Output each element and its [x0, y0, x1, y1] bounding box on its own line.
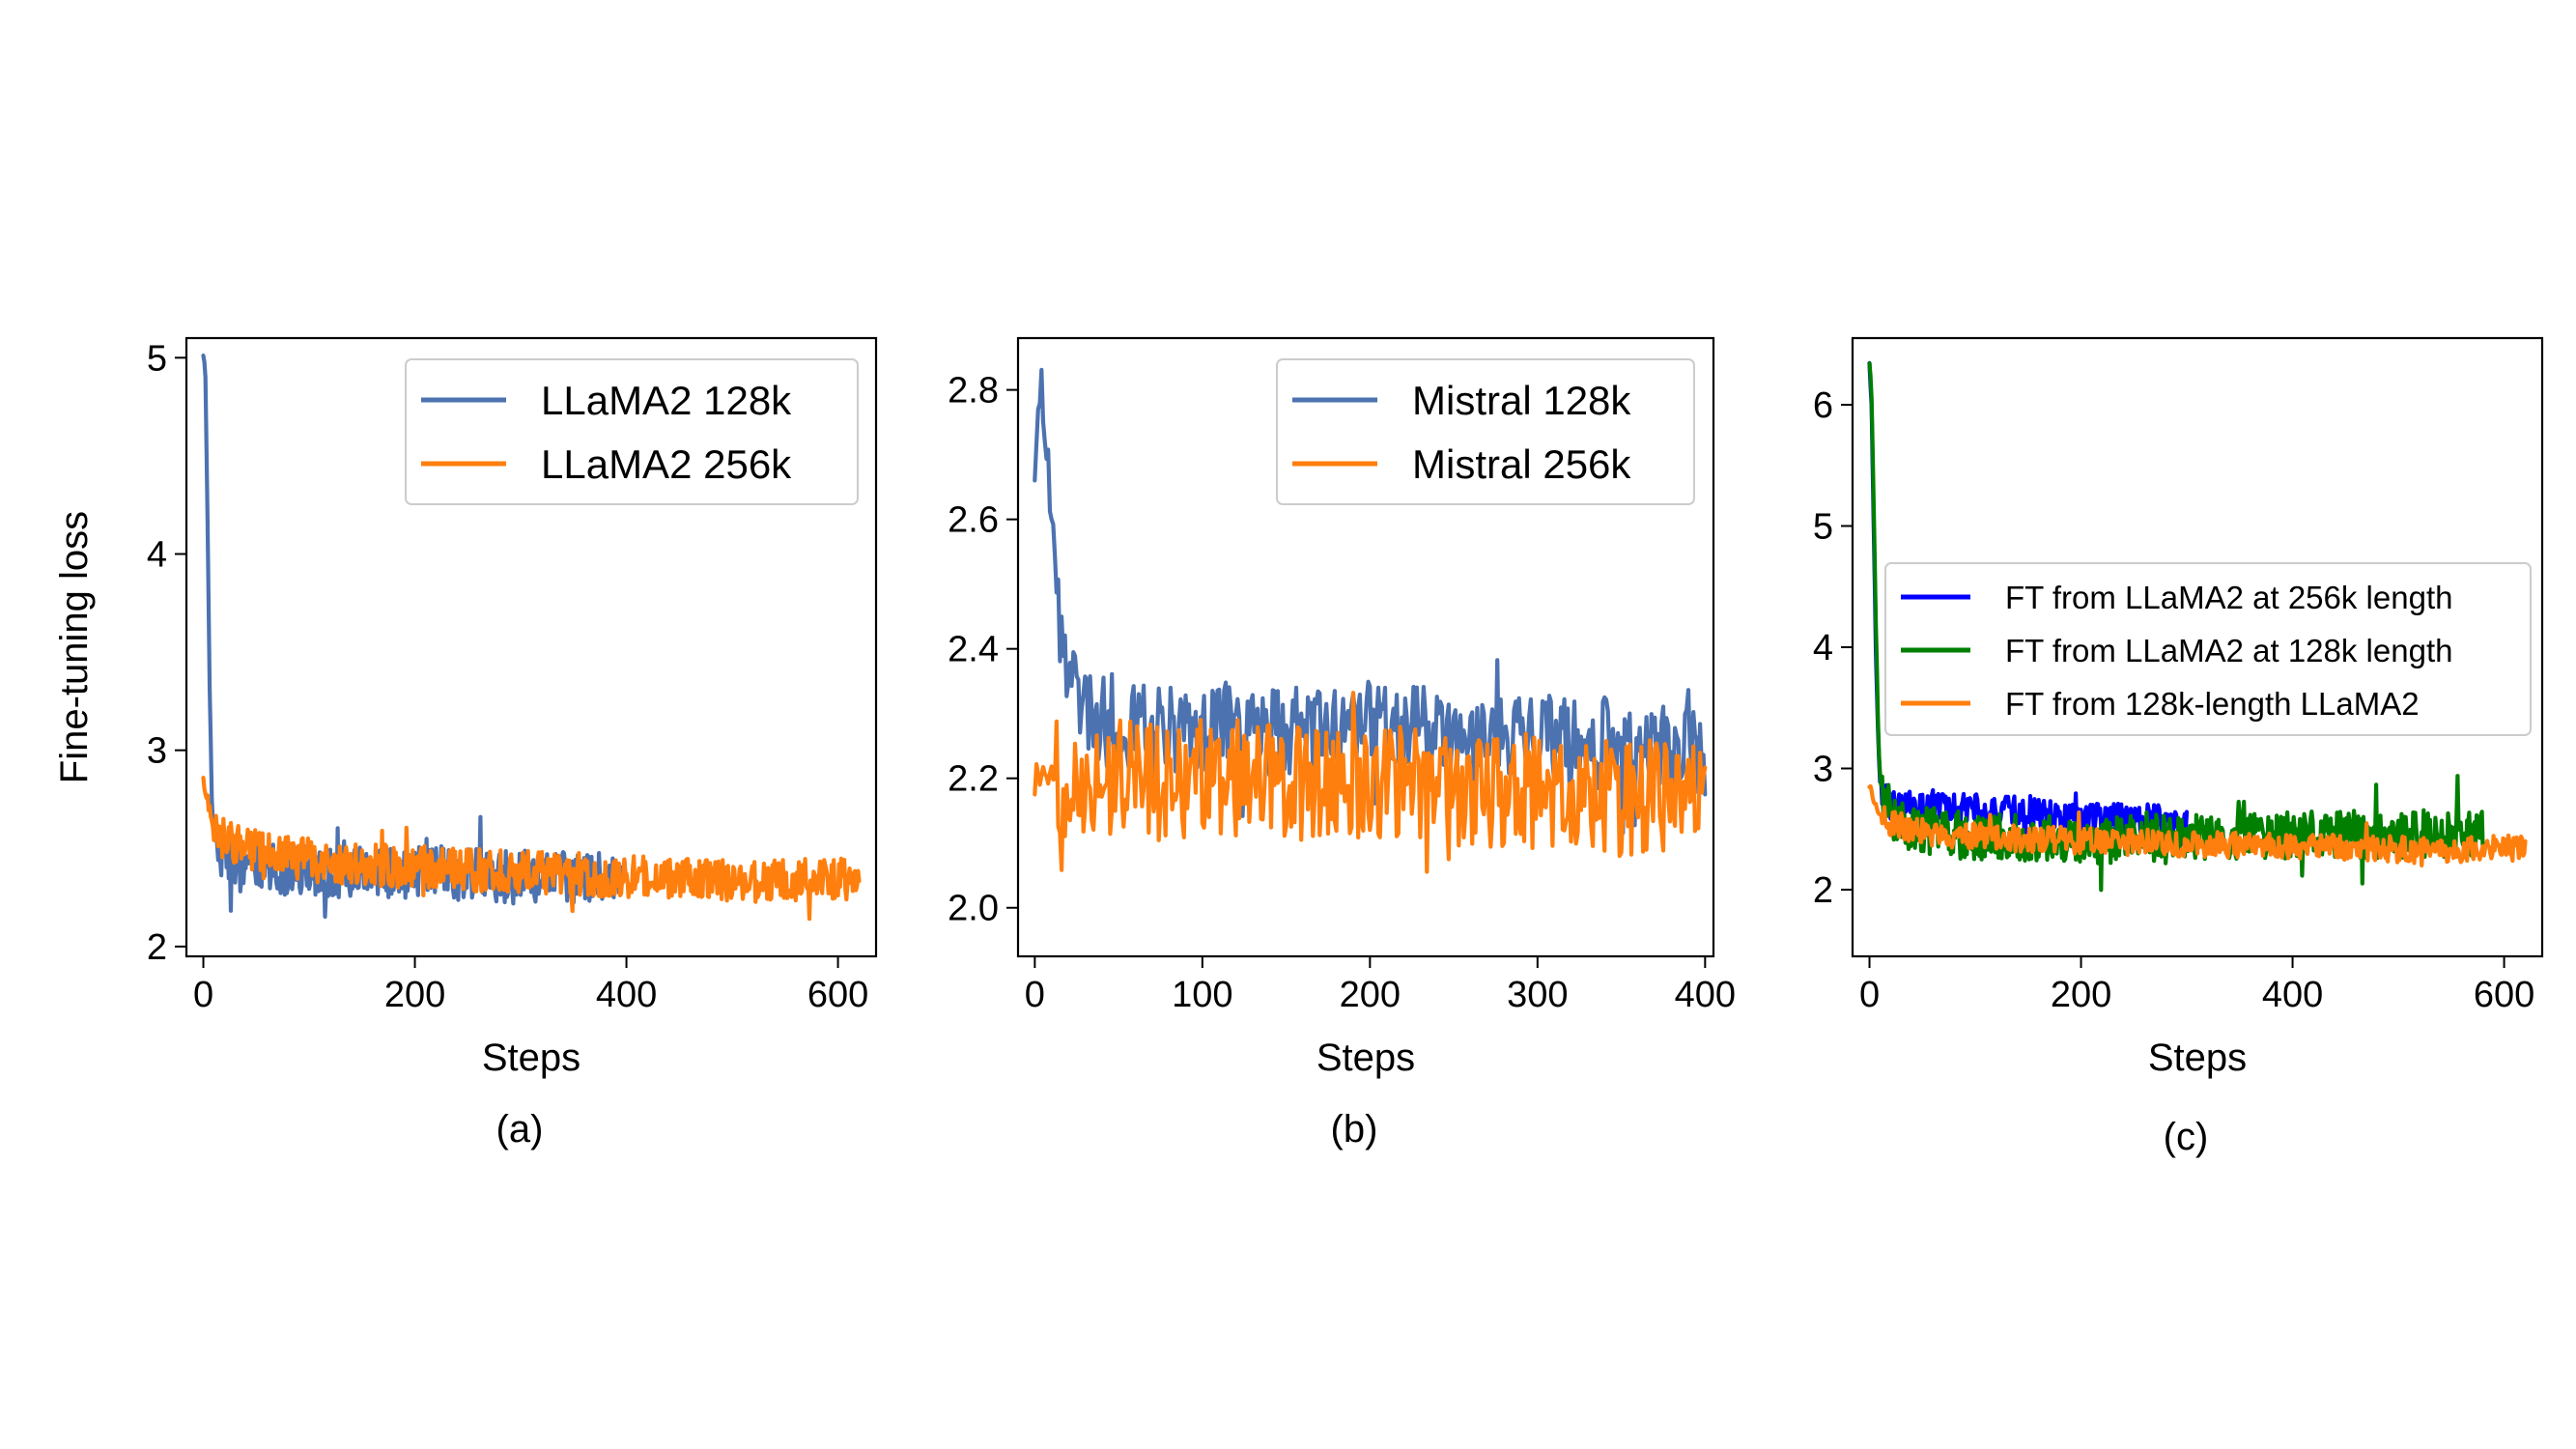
x-tick-label: 0	[1025, 975, 1045, 1015]
y-tick-label: 2.6	[948, 500, 999, 541]
y-tick-label: 2	[1813, 870, 1833, 911]
legend-label-0: LLaMA2 128k	[541, 378, 792, 423]
legend-label-1: FT from LLaMA2 at 128k length	[2005, 633, 2452, 668]
y-tick-label: 3	[147, 731, 167, 772]
legend: FT from LLaMA2 at 256k length FT from LLa…	[1884, 562, 2532, 736]
y-tick-label: 2.2	[948, 759, 999, 800]
y-tick-label: 2.4	[948, 630, 999, 670]
y-tick-label: 5	[1813, 507, 1833, 548]
panel-caption: (b)	[1331, 1108, 1378, 1151]
x-tick-label: 200	[1340, 975, 1401, 1015]
legend-label-1: LLaMA2 256k	[541, 441, 792, 487]
y-tick-label: 2.0	[948, 889, 999, 929]
y-tick-label: 4	[1813, 628, 1833, 668]
panel-c: 0 200 400 600 2 3 4 5 6 Steps (c) FT from LLaMA2 at…	[1813, 336, 2544, 1158]
y-tick-label: 6	[1813, 385, 1833, 426]
series-group	[1033, 367, 1708, 874]
legend: Mistral 128k Mistral 256k	[1276, 358, 1695, 505]
y-tick-label: 4	[147, 534, 167, 575]
x-tick-label: 200	[2051, 975, 2111, 1015]
y-tick-label: 2	[147, 927, 167, 968]
x-axis-title: Steps	[482, 1037, 580, 1079]
legend-frame	[1884, 562, 2532, 736]
legend-label-1: Mistral 256k	[1412, 441, 1631, 487]
y-tick-label: 3	[1813, 749, 1833, 789]
panel-caption: (a)	[496, 1108, 544, 1151]
plot-frame	[1016, 336, 1715, 958]
x-axis-title: Steps	[2148, 1037, 2247, 1079]
x-tick-label: 100	[1172, 975, 1232, 1015]
series-group	[201, 354, 862, 922]
y-tick-label: 5	[147, 338, 167, 379]
plot-frame	[184, 336, 878, 958]
x-tick-label: 0	[1859, 975, 1880, 1015]
panel-b: 0 100 200 300 400 2.0 2.2 2.4 2.6 2.8 Steps (b) Mist…	[948, 336, 1736, 1151]
x-tick-label: 400	[2262, 975, 2323, 1015]
x-tick-label: 0	[193, 975, 213, 1015]
x-tick-label: 600	[807, 975, 868, 1015]
x-tick-label: 200	[384, 975, 445, 1015]
x-axis-title: Steps	[1316, 1037, 1415, 1079]
legend-label-0: FT from LLaMA2 at 256k length	[2005, 580, 2452, 615]
legend-frame	[1276, 358, 1695, 505]
series-line-1	[201, 775, 862, 922]
legend: LLaMA2 128k LLaMA2 256k	[405, 358, 859, 505]
panel-caption: (c)	[2164, 1116, 2209, 1158]
series-line-1	[1033, 691, 1708, 874]
y-tick-label: 2.8	[948, 371, 999, 412]
figure-ylabel: Fine-tuning loss	[53, 511, 96, 783]
x-tick-label: 600	[2474, 975, 2534, 1015]
x-tick-label: 400	[596, 975, 657, 1015]
series-line-2	[1867, 783, 2528, 868]
x-tick-label: 400	[1675, 975, 1736, 1015]
legend-label-2: FT from 128k-length LLaMA2	[2005, 686, 2420, 722]
legend-label-0: Mistral 128k	[1412, 378, 1631, 423]
series-group	[1867, 360, 2528, 893]
x-tick-label: 300	[1507, 975, 1568, 1015]
legend-frame	[405, 358, 859, 505]
